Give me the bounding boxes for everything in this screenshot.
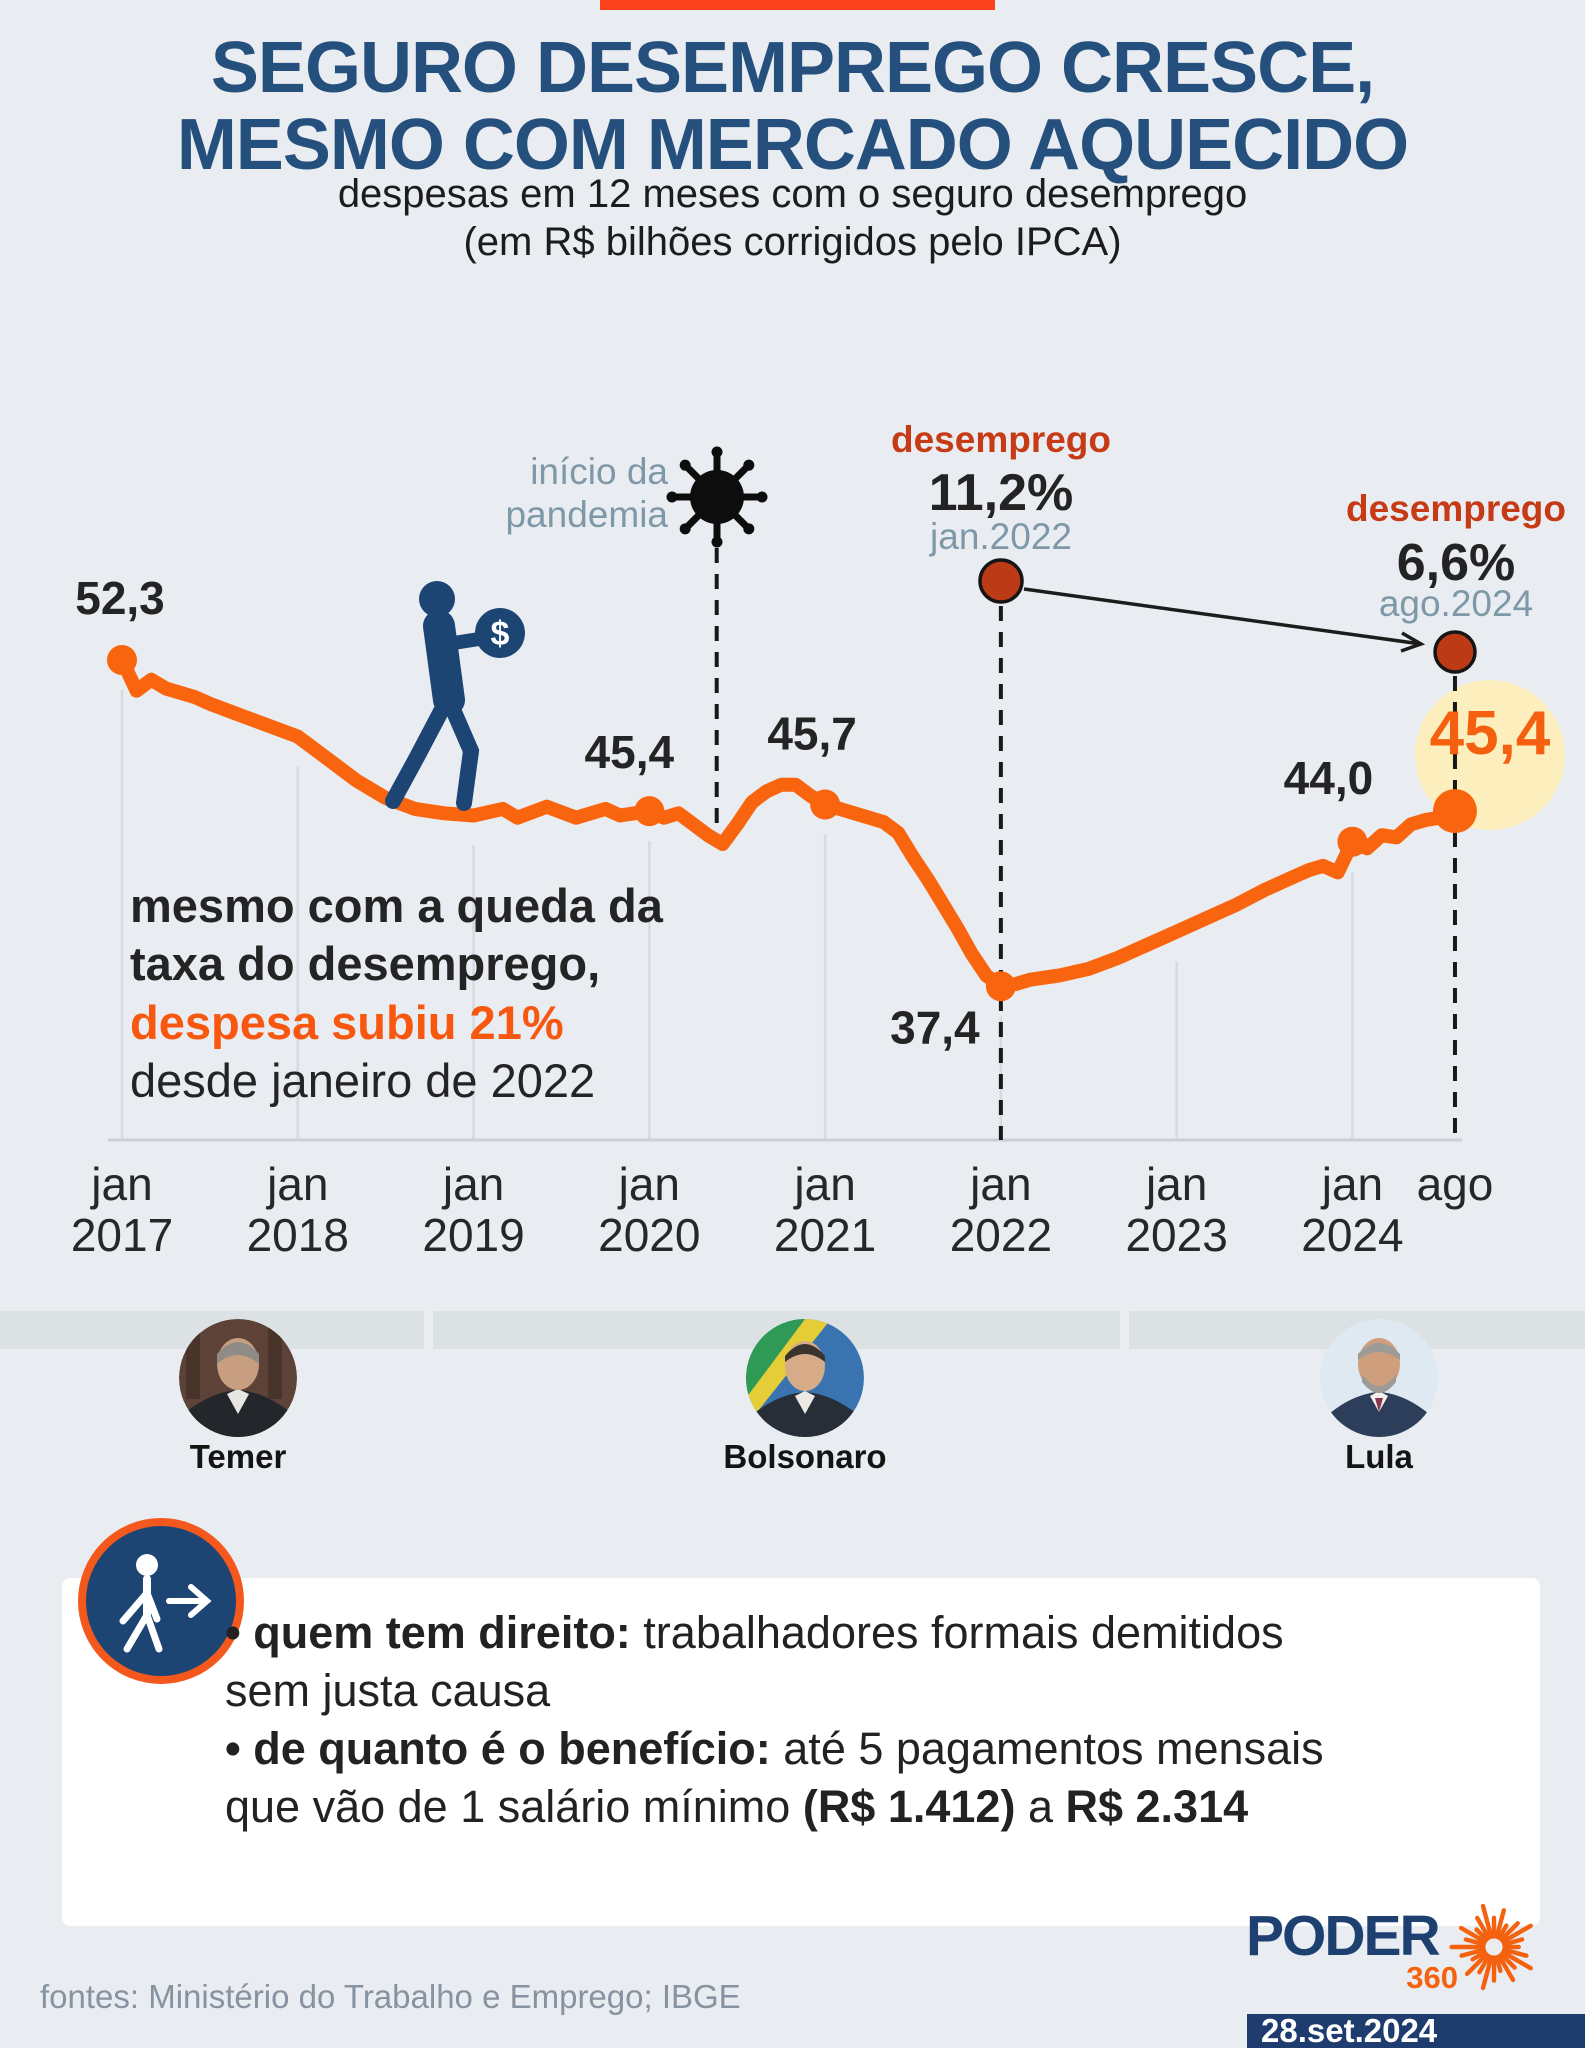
x-axis-labels: jan2017jan2018jan2019jan2020jan2021jan20… [71, 1158, 1494, 1261]
lula-photo [1320, 1319, 1438, 1437]
unemployment-jan2022-date: jan.2022 [929, 516, 1072, 557]
walking-person-arrow-icon [119, 1554, 212, 1653]
poder360-sunburst-icon [1449, 1903, 1533, 1991]
value-label: 37,4 [890, 1001, 980, 1053]
temer-avatar [179, 1319, 297, 1437]
data-point-marker [107, 645, 137, 675]
value-label: 52,3 [75, 572, 165, 624]
person-with-coin-icon: $ [385, 581, 525, 811]
axis-month-label: jan [89, 1158, 152, 1210]
pandemic-annotation: início da pandemia [505, 446, 768, 548]
axis-month-label: jan [1320, 1158, 1383, 1210]
unemployment-jan2022-tag: desemprego [891, 419, 1111, 460]
expenses-series-line [107, 645, 1477, 1002]
data-point-marker [1432, 789, 1477, 834]
axis-month-label: jan [968, 1158, 1031, 1210]
unemployment-trend-arrow [1023, 587, 1426, 653]
unemployment-ago2024-tag: desemprego [1346, 488, 1566, 529]
note-line-3: despesa subiu 21% [130, 996, 564, 1049]
data-point-marker [985, 971, 1016, 1002]
unemployment-jan2022-marker [978, 558, 1024, 604]
value-labels: 52,3 45,4 45,7 37,4 44,0 45,4 [75, 572, 1551, 1053]
poder360-logo-text: PODER [1246, 1904, 1441, 1968]
axis-year-label: 2024 [1301, 1209, 1403, 1261]
value-label: 45,4 [585, 726, 675, 778]
sources-note: fontes: Ministério do Trabalho e Emprego… [40, 1978, 741, 2015]
page-subtitle: despesas em 12 meses com o seguro desemp… [0, 170, 1585, 266]
president-name-temer: Temer [189, 1438, 287, 1475]
info-line: sem justa causa [225, 1665, 551, 1716]
pandemic-label-line2: pandemia [505, 494, 668, 535]
bolsonaro-photo [746, 1319, 864, 1437]
axis-year-label: 2021 [774, 1209, 876, 1261]
note-text: mesmo com a queda da taxa do desemprego,… [130, 879, 664, 1107]
data-point-marker [634, 796, 665, 827]
note-line-2: taxa do desemprego, [130, 937, 600, 990]
subtitle-line-2: (em R$ bilhões corrigidos pelo IPCA) [463, 220, 1122, 264]
president-name-lula: Lula [1345, 1438, 1413, 1475]
accent-bar [600, 0, 995, 10]
axis-month-label: jan [617, 1158, 680, 1210]
unemployment-ago2024-annotation: desemprego 6,6% ago.2024 [1346, 488, 1566, 674]
president-name-bolsonaro: Bolsonaro [723, 1438, 887, 1475]
axis-month-label: ago [1417, 1158, 1494, 1210]
info-line: que vão de 1 salário mínimo (R$ 1.412) a… [225, 1781, 1249, 1832]
axis-year-label: 2023 [1125, 1209, 1227, 1261]
info-line: • quem tem direito: trabalhadores formai… [225, 1607, 1284, 1658]
poder360-logo-360: 360 [1406, 1960, 1458, 1995]
axis-month-label: jan [441, 1158, 504, 1210]
unemployment-ago2024-marker [1433, 630, 1477, 674]
note-line-1: mesmo com a queda da [130, 879, 664, 932]
lula-avatar [1320, 1319, 1438, 1437]
unemployment-jan2022-value: 11,2% [929, 464, 1074, 522]
axis-year-label: 2018 [247, 1209, 349, 1261]
page-title: SEGURO DESEMPREGO CRESCE, MESMO COM MERC… [0, 30, 1585, 184]
axis-year-label: 2017 [71, 1209, 173, 1261]
value-label: 45,7 [767, 708, 857, 760]
note-line-4: desde janeiro de 2022 [130, 1054, 595, 1107]
axis-month-label: jan [265, 1158, 328, 1210]
bolsonaro-avatar [746, 1319, 864, 1437]
data-point-marker [1337, 826, 1368, 857]
unemployment-ago2024-value: 6,6% [1397, 534, 1516, 592]
benefit-info-text: • quem tem direito: trabalhadores formai… [225, 1604, 1515, 1836]
subtitle-line-1: despesas em 12 meses com o seguro desemp… [337, 172, 1248, 216]
value-label: 45,4 [1430, 699, 1551, 768]
unemployment-jan2022-annotation: desemprego 11,2% jan.2022 [891, 419, 1111, 604]
info-line: • de quanto é o benefício: até 5 pagamen… [225, 1723, 1324, 1774]
dollar-sign: $ [491, 615, 510, 653]
value-label: 44,0 [1284, 752, 1374, 804]
pandemic-label-line1: início da [530, 451, 668, 492]
dismissed-worker-icon [78, 1518, 244, 1684]
event-dashed-lines [714, 548, 1457, 1140]
title-line-2: MESMO COM MERCADO AQUECIDO [176, 105, 1409, 185]
virus-icon [666, 446, 768, 548]
temer-photo [179, 1319, 297, 1437]
axis-year-label: 2022 [950, 1209, 1052, 1261]
axis-month-label: jan [1144, 1158, 1207, 1210]
publication-date-badge: 28.set.2024 [1247, 2014, 1585, 2048]
data-point-marker [810, 789, 841, 820]
unemployment-ago2024-date: ago.2024 [1379, 583, 1533, 624]
axis-month-label: jan [792, 1158, 855, 1210]
axis-year-label: 2019 [422, 1209, 524, 1261]
axis-year-label: 2020 [598, 1209, 700, 1261]
title-line-1: SEGURO DESEMPREGO CRESCE, [210, 28, 1375, 108]
benefit-info-box [62, 1578, 1540, 1926]
